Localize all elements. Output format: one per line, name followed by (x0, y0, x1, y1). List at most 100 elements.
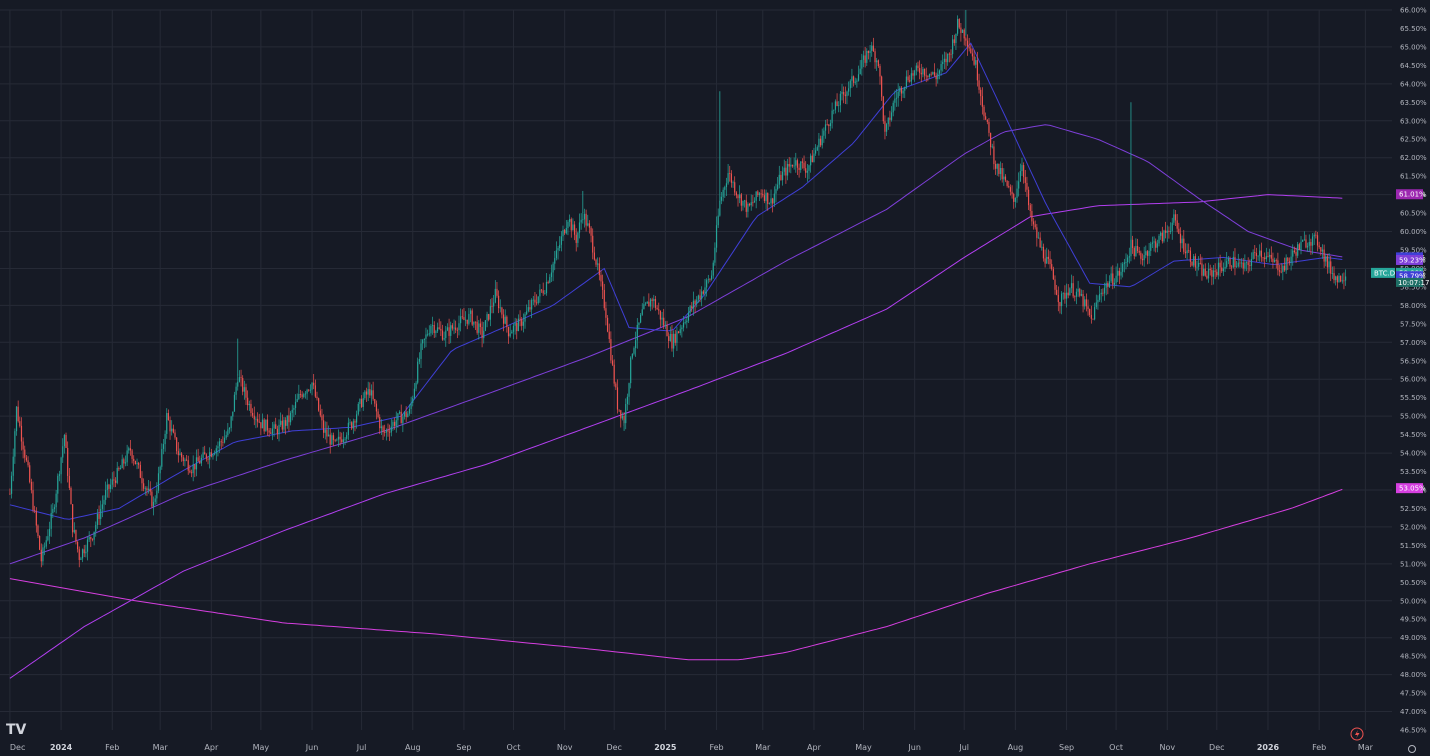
candle (392, 419, 394, 431)
candle (857, 65, 860, 82)
candle (441, 324, 444, 341)
candle (831, 102, 833, 129)
candle (758, 192, 761, 201)
candle (1026, 176, 1028, 197)
candle (1247, 257, 1249, 274)
candle (154, 495, 156, 505)
candle (704, 279, 706, 301)
candle (280, 412, 282, 427)
candle (966, 34, 969, 56)
candle (887, 117, 889, 130)
candle (1136, 238, 1139, 254)
candle (1046, 247, 1048, 264)
candle (572, 218, 574, 231)
candle-body (910, 73, 912, 82)
candle-body (521, 319, 523, 326)
candle-body (760, 193, 762, 195)
candle-body (128, 448, 130, 451)
candle-body (937, 73, 939, 80)
candle (189, 464, 191, 474)
candle-body (1123, 262, 1125, 264)
candle-body (735, 192, 737, 196)
candle-body (374, 399, 376, 404)
candle-body (1047, 256, 1049, 259)
candle (1259, 244, 1261, 262)
candle (1062, 292, 1064, 300)
price-badge-bg (1396, 483, 1423, 494)
candle (108, 483, 110, 498)
symbol-tag-bg (1371, 267, 1395, 278)
candle (902, 87, 904, 98)
candle-body (1151, 242, 1154, 244)
candle-body (1331, 273, 1333, 274)
candle (123, 457, 125, 470)
lightning-icon[interactable] (1350, 727, 1364, 741)
candle-body (1315, 234, 1317, 236)
candle-body (1067, 292, 1069, 296)
candle (131, 448, 133, 464)
candle (453, 319, 455, 335)
candle (1079, 287, 1081, 298)
candle-body (857, 74, 860, 81)
candle-body (1070, 283, 1073, 289)
candle-body (679, 329, 681, 333)
tradingview-logo[interactable]: TV (6, 722, 27, 738)
candle-body (600, 275, 602, 282)
candle (504, 309, 506, 325)
y-tick-label: 52.50% (1400, 505, 1427, 513)
candle (765, 189, 767, 210)
candle-body (108, 484, 110, 489)
candle (321, 408, 323, 429)
candle-body (884, 121, 886, 132)
candle (1146, 250, 1149, 265)
candle-body (1183, 238, 1185, 252)
candle (1292, 244, 1294, 266)
candle-body (161, 448, 163, 467)
candle (707, 274, 709, 284)
candle (90, 536, 92, 548)
candle (218, 438, 221, 454)
countdown-bg (1396, 277, 1423, 287)
candle-body (1009, 187, 1012, 192)
candle (139, 461, 141, 479)
candle (223, 429, 226, 444)
candle (370, 384, 373, 405)
candle (507, 326, 510, 344)
candle-body (958, 19, 960, 28)
candle-body (1343, 280, 1345, 282)
candle-body (973, 56, 975, 65)
candle (124, 455, 127, 467)
candle (167, 409, 170, 421)
candle (701, 286, 703, 307)
candle (1001, 163, 1003, 183)
candle-body (222, 441, 224, 443)
countdown-tag: 10:07:17 (1396, 277, 1429, 287)
candle (1326, 253, 1329, 274)
candle-body (1041, 246, 1043, 248)
candle-body (550, 272, 553, 278)
candle (1293, 246, 1296, 254)
candle (1059, 301, 1061, 314)
candle (76, 541, 79, 553)
candle-body (1280, 271, 1282, 273)
candle-body (43, 546, 46, 548)
candle-body (854, 81, 856, 83)
candle (245, 383, 247, 406)
candle-body (1217, 262, 1220, 276)
candle-body (1021, 165, 1023, 172)
candle (313, 373, 315, 390)
candle (854, 77, 856, 85)
candle-body (816, 147, 818, 151)
candle (980, 87, 982, 106)
candle-body (62, 446, 64, 458)
candle-body (314, 385, 316, 397)
candle-body (1135, 245, 1137, 257)
candle (252, 408, 254, 418)
candle (942, 54, 944, 72)
settings-icon[interactable] (1408, 745, 1416, 753)
candle-body (1300, 241, 1302, 250)
candle-body (564, 229, 566, 234)
candle (955, 33, 957, 50)
